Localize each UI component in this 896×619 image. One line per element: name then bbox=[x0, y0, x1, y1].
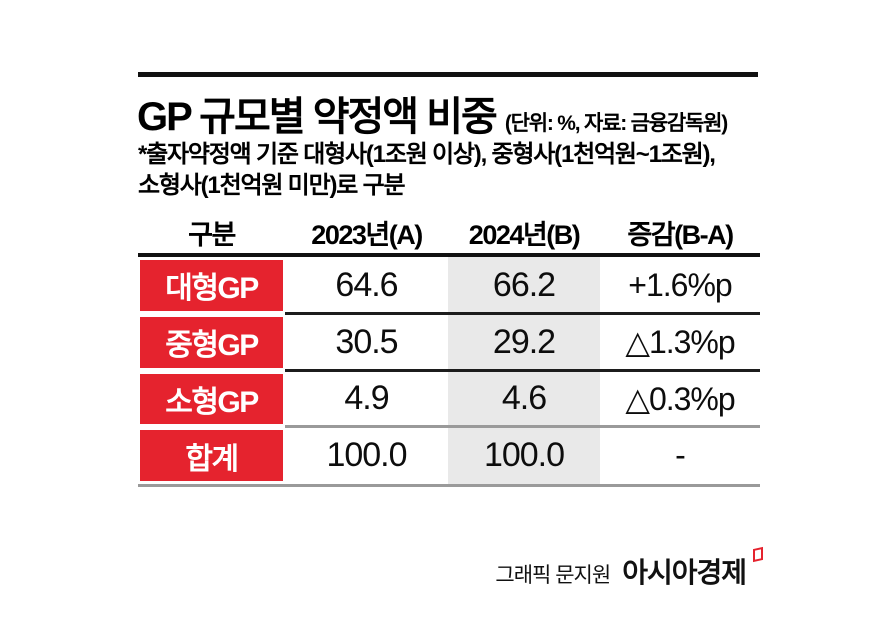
value-2024: 100.0 bbox=[483, 436, 565, 475]
brand-logo: 아시아경제 bbox=[622, 546, 763, 591]
value-change: +1.6%p bbox=[628, 266, 732, 303]
row-separator-total bbox=[285, 425, 760, 428]
footnote-line-2: 소형사(1천억원 미만)로 구분 bbox=[138, 172, 406, 199]
brand-flag-icon bbox=[753, 546, 763, 563]
table-bottom-border bbox=[138, 484, 760, 487]
page-title: GP 규모별 약정액 비중 bbox=[137, 95, 498, 139]
column-header-change: 증감(B-A) bbox=[627, 219, 734, 250]
top-rule bbox=[138, 72, 758, 77]
credit-line: 그래픽 문지원 아시아경제 bbox=[495, 546, 763, 591]
value-change: - bbox=[675, 437, 686, 474]
row-label-cell: 소형GP bbox=[138, 371, 285, 428]
value-2023: 100.0 bbox=[326, 436, 407, 475]
value-2024: 66.2 bbox=[492, 265, 556, 304]
value-2023: 4.9 bbox=[344, 379, 389, 418]
row-label-large-gp: 대형GP bbox=[140, 260, 283, 311]
unit-source-note: (단위: %, 자료: 금융감독원) bbox=[504, 112, 728, 135]
footnote-line-1: *출자약정액 기준 대형사(1조원 이상), 중형사(1천억원~1조원), bbox=[138, 141, 716, 168]
value-2024: 29.2 bbox=[492, 322, 556, 361]
column-header-2023: 2023년(A) bbox=[311, 219, 423, 250]
table-row: 중형GP 30.5 29.2 △1.3%p bbox=[138, 314, 760, 371]
value-2024: 4.6 bbox=[501, 379, 547, 418]
row-label-mid-gp: 중형GP bbox=[140, 316, 283, 368]
value-2023: 64.6 bbox=[335, 265, 398, 304]
header-underline bbox=[138, 253, 760, 257]
row-label-cell: 중형GP bbox=[138, 314, 285, 371]
value-2023: 30.5 bbox=[335, 322, 398, 361]
row-label-cell: 합계 bbox=[138, 427, 285, 484]
row-label-small-gp: 소형GP bbox=[140, 373, 283, 425]
row-label-cell: 대형GP bbox=[138, 257, 285, 314]
column-header-2024: 2024년(B) bbox=[468, 219, 581, 250]
row-separator bbox=[285, 369, 760, 372]
footnote: *출자약정액 기준 대형사(1조원 이상), 중형사(1천억원~1조원), 소형… bbox=[138, 139, 786, 201]
data-table: 구분 2023년(A) 2024년(B) 증감(B-A) 대형GP 64.6 6… bbox=[138, 211, 760, 487]
title-row: GP 규모별 약정액 비중 (단위: %, 자료: 금융감독원) bbox=[137, 84, 777, 142]
row-label-total: 합계 bbox=[140, 430, 283, 481]
value-change: △1.3%p bbox=[625, 324, 735, 361]
table-body: 대형GP 64.6 66.2 +1.6%p 중형GP 30.5 29.2 △1.… bbox=[138, 257, 760, 484]
table-row: 대형GP 64.6 66.2 +1.6%p bbox=[138, 257, 760, 314]
row-separator bbox=[285, 312, 760, 315]
value-change: △0.3%p bbox=[625, 380, 735, 417]
graphic-credit: 그래픽 문지원 bbox=[495, 564, 611, 587]
table-row: 소형GP 4.9 4.6 △0.3%p bbox=[138, 371, 760, 428]
table-row: 합계 100.0 100.0 - bbox=[138, 427, 760, 484]
table-header-row: 구분 2023년(A) 2024년(B) 증감(B-A) bbox=[138, 211, 760, 253]
column-header-category: 구분 bbox=[188, 219, 236, 250]
